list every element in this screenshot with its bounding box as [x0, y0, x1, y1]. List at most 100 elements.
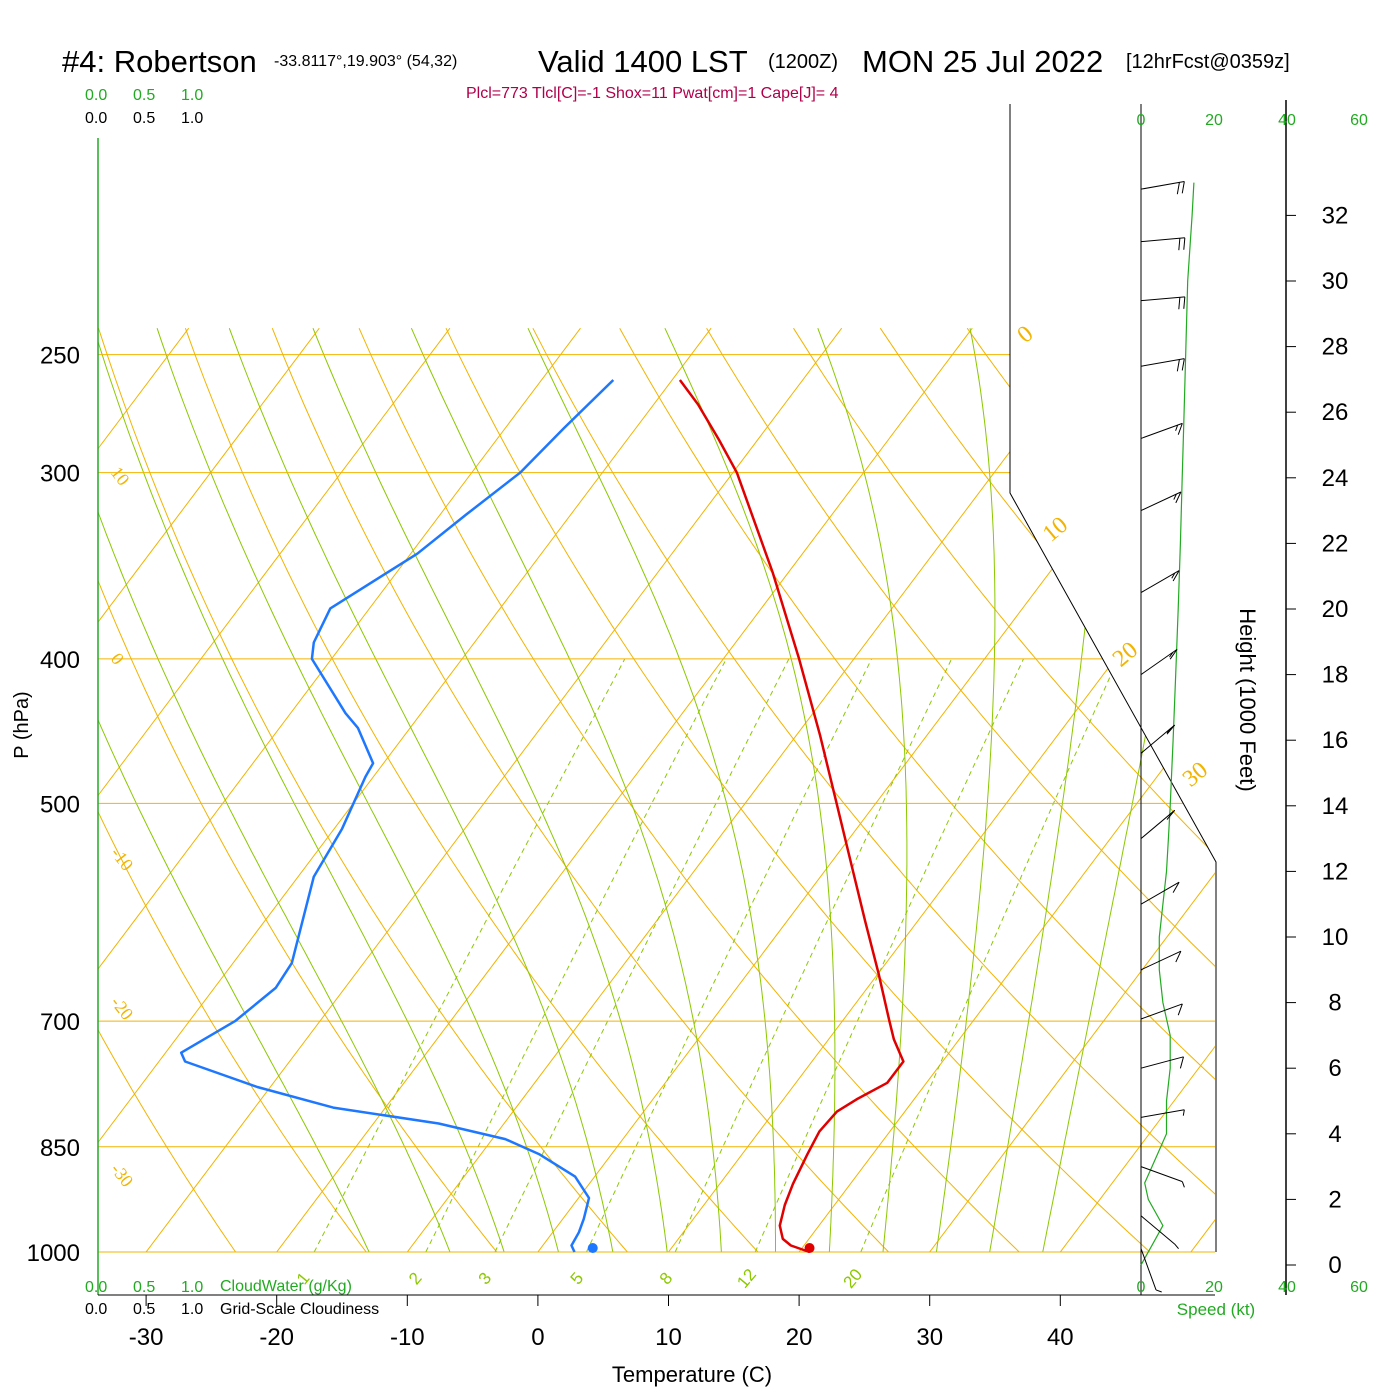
temperature-tick-label: 10: [655, 1324, 682, 1351]
forecast-info: [12hrFcst@0359z]: [1126, 51, 1290, 73]
wind-barb-flag: [1169, 649, 1178, 660]
dry-adiabat-line: [706, 327, 1215, 967]
wind-barb-flag: [1183, 296, 1186, 309]
mixing-ratio-line: [494, 658, 790, 1253]
wind-barb-flag: [1166, 809, 1176, 820]
moist-adiabat-line: [98, 510, 451, 1252]
wind-barb-staff: [1140, 950, 1182, 971]
wind-barb: [1140, 358, 1185, 372]
height-tick-label: 14: [1322, 793, 1349, 820]
wind-barb: [1140, 1215, 1179, 1250]
cloud-bottom-tick-2: 1.0: [181, 1301, 203, 1318]
dry-adiabat-line: [98, 579, 498, 1252]
wind-barb-half-flag: [1155, 1289, 1162, 1293]
wind-barb-half-flag: [1173, 493, 1177, 500]
wind-barb-flag: [1183, 237, 1186, 250]
wind-barb-flag: [1172, 570, 1180, 582]
wind-barb-half-flag: [1166, 727, 1172, 734]
moist-adiabat-line: [935, 328, 996, 1252]
zulu-time: (1200Z): [768, 51, 838, 73]
height-tick-label: 6: [1328, 1055, 1341, 1082]
wind-barb: [1140, 1166, 1185, 1188]
height-tick-label: 4: [1328, 1121, 1341, 1148]
wind-barb-staff: [1140, 1215, 1176, 1245]
wind-barb-staff: [1140, 296, 1185, 302]
wind-barb: [1140, 422, 1183, 439]
mixing-ratio-label: 12: [733, 1265, 760, 1292]
mixing-ratio-label: 2: [405, 1269, 426, 1288]
isotherm-line: [667, 525, 1215, 1252]
mixing-ratio-line: [754, 658, 1024, 1253]
isotherm-line: [406, 327, 1104, 1252]
mixing-ratio-lines: [313, 658, 1119, 1253]
station-title: #4: Robertson: [62, 44, 257, 79]
mixing-ratio-line: [586, 658, 873, 1253]
wind-barb-staff: [1140, 1166, 1183, 1183]
isotherm-line: [798, 698, 1215, 1252]
station-coords: -33.8117°,19.903° (54,32): [274, 53, 457, 70]
wind-barb-half-flag: [1169, 651, 1174, 658]
wind-barb-staff: [1140, 1056, 1184, 1069]
speed-bottom-tick-1: 20: [1205, 1279, 1223, 1296]
moist-adiabat-line: [98, 718, 370, 1252]
temperature-line: [678, 379, 905, 1254]
height-tick-label: 0: [1328, 1252, 1341, 1279]
dry-adiabat-line: [98, 810, 367, 1252]
height-tick-label: 20: [1322, 596, 1349, 623]
dry-adiabat-line: [1228, 328, 1400, 1283]
pressure-tick-label: 850: [40, 1135, 80, 1162]
isotherm-label: -10: [107, 843, 138, 874]
wind-barb: [1140, 1248, 1162, 1293]
dry-adiabat-line: [271, 328, 890, 1252]
height-tick-label: 10: [1322, 924, 1349, 951]
moist-adiabat-line: [228, 328, 614, 1252]
cloud-top-tick-1-green: 0.5: [133, 87, 155, 104]
surface-dewpoint-dot: [587, 1243, 598, 1253]
pressure-tick-label: 1000: [27, 1240, 80, 1267]
wind-barb: [1140, 1003, 1183, 1020]
mixing-ratio-line: [425, 658, 727, 1253]
pressure-tick-label: 500: [40, 791, 80, 818]
moist-adiabat-line: [817, 328, 908, 1252]
isotherm-line: [276, 327, 973, 1252]
moist-adiabat-line: [664, 327, 836, 1252]
wind-barb-flag: [1176, 182, 1180, 195]
dry-adiabat-line: [184, 328, 759, 1252]
speed-top-tick-2: 40: [1278, 112, 1296, 129]
wind-barb-staff: [1140, 491, 1182, 512]
isotherm-line: [98, 327, 451, 797]
speed-bottom-tick-0: 0: [1137, 1279, 1146, 1296]
cloud-bottom-tick-0-green: 0.0: [85, 1279, 107, 1296]
isotherm-line: [98, 327, 581, 970]
cloud-top-tick-0: 0.0: [85, 110, 107, 127]
wind-barb-staff: [1140, 358, 1185, 367]
isotherm-label: -20: [107, 993, 138, 1024]
cloud-bottom-tick-2-green: 1.0: [181, 1279, 203, 1296]
wind-barb-staff: [1140, 237, 1185, 243]
indices-text: Plcl=773 Tlcl[C]=-1 Shox=11 Pwat[cm]=1 C…: [466, 85, 839, 102]
pressure-axis-label: P (hPa): [11, 691, 33, 758]
speed-top-tick-0: 0: [1137, 112, 1146, 129]
height-tick-label: 8: [1328, 990, 1341, 1017]
dry-adiabat-line: [98, 328, 629, 1252]
moist-adiabat-line: [312, 328, 668, 1252]
wind-barb-staff: [1140, 570, 1180, 594]
height-tick-label: 2: [1328, 1186, 1341, 1213]
wind-barb: [1140, 181, 1185, 195]
temperature-tick-label: 40: [1047, 1324, 1074, 1351]
isotherm-label: -30: [107, 1159, 138, 1190]
wind-barb-half-flag: [1174, 1243, 1179, 1250]
moist-adiabat-line: [98, 339, 505, 1252]
cloud-top-tick-2: 1.0: [181, 110, 203, 127]
wind-barb-flag: [1172, 881, 1180, 893]
wind-barb-flag: [1181, 358, 1185, 371]
dry-adiabat-line: [793, 327, 1215, 856]
pressure-tick-label: 700: [40, 1009, 80, 1036]
moist-adiabat-line: [410, 327, 722, 1252]
wind-barb: [1140, 950, 1182, 971]
temperature-tick-label: 30: [916, 1324, 943, 1351]
wind-barb: [1140, 237, 1186, 251]
wind-layer: [1140, 181, 1195, 1293]
wind-barb: [1140, 809, 1176, 839]
